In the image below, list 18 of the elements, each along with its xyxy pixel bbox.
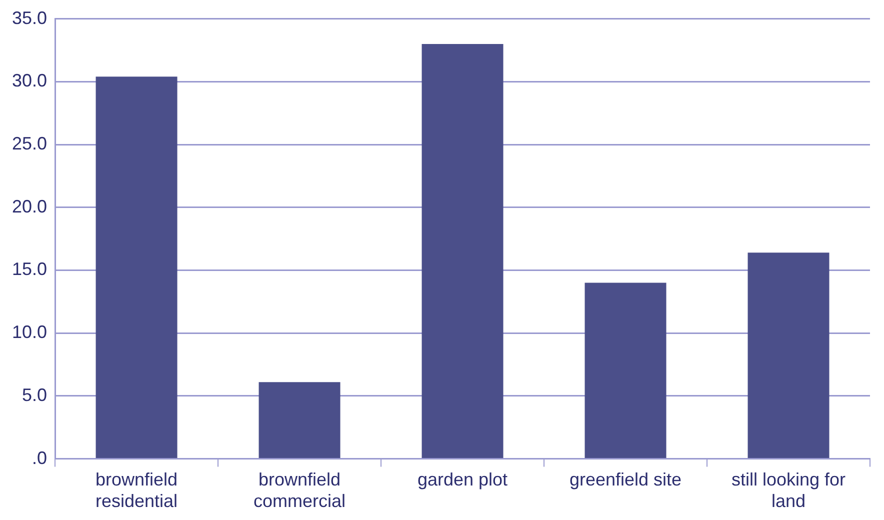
x-tick-label: greenfield site [569, 470, 682, 490]
y-tick-label: 15.0 [12, 259, 48, 280]
bar [584, 282, 666, 458]
bar [258, 382, 340, 458]
y-tick-label: 30.0 [12, 70, 48, 91]
x-tick-label: garden plot [417, 470, 508, 490]
bar [748, 252, 830, 458]
y-tick-label: 10.0 [12, 322, 48, 342]
y-tick-label: 35.0 [12, 8, 48, 28]
bar [422, 44, 504, 458]
y-tick-label: 20.0 [12, 196, 48, 216]
x-tick-label: brownfield commercial [254, 470, 346, 512]
y-tick-label: .0 [32, 448, 48, 468]
y-tick-label: 5.0 [22, 384, 48, 405]
x-tick-label: brownfield residential [96, 470, 178, 512]
y-tick-label: 25.0 [12, 133, 48, 154]
x-tick-label: still looking for land [731, 470, 846, 512]
bar [96, 76, 178, 458]
